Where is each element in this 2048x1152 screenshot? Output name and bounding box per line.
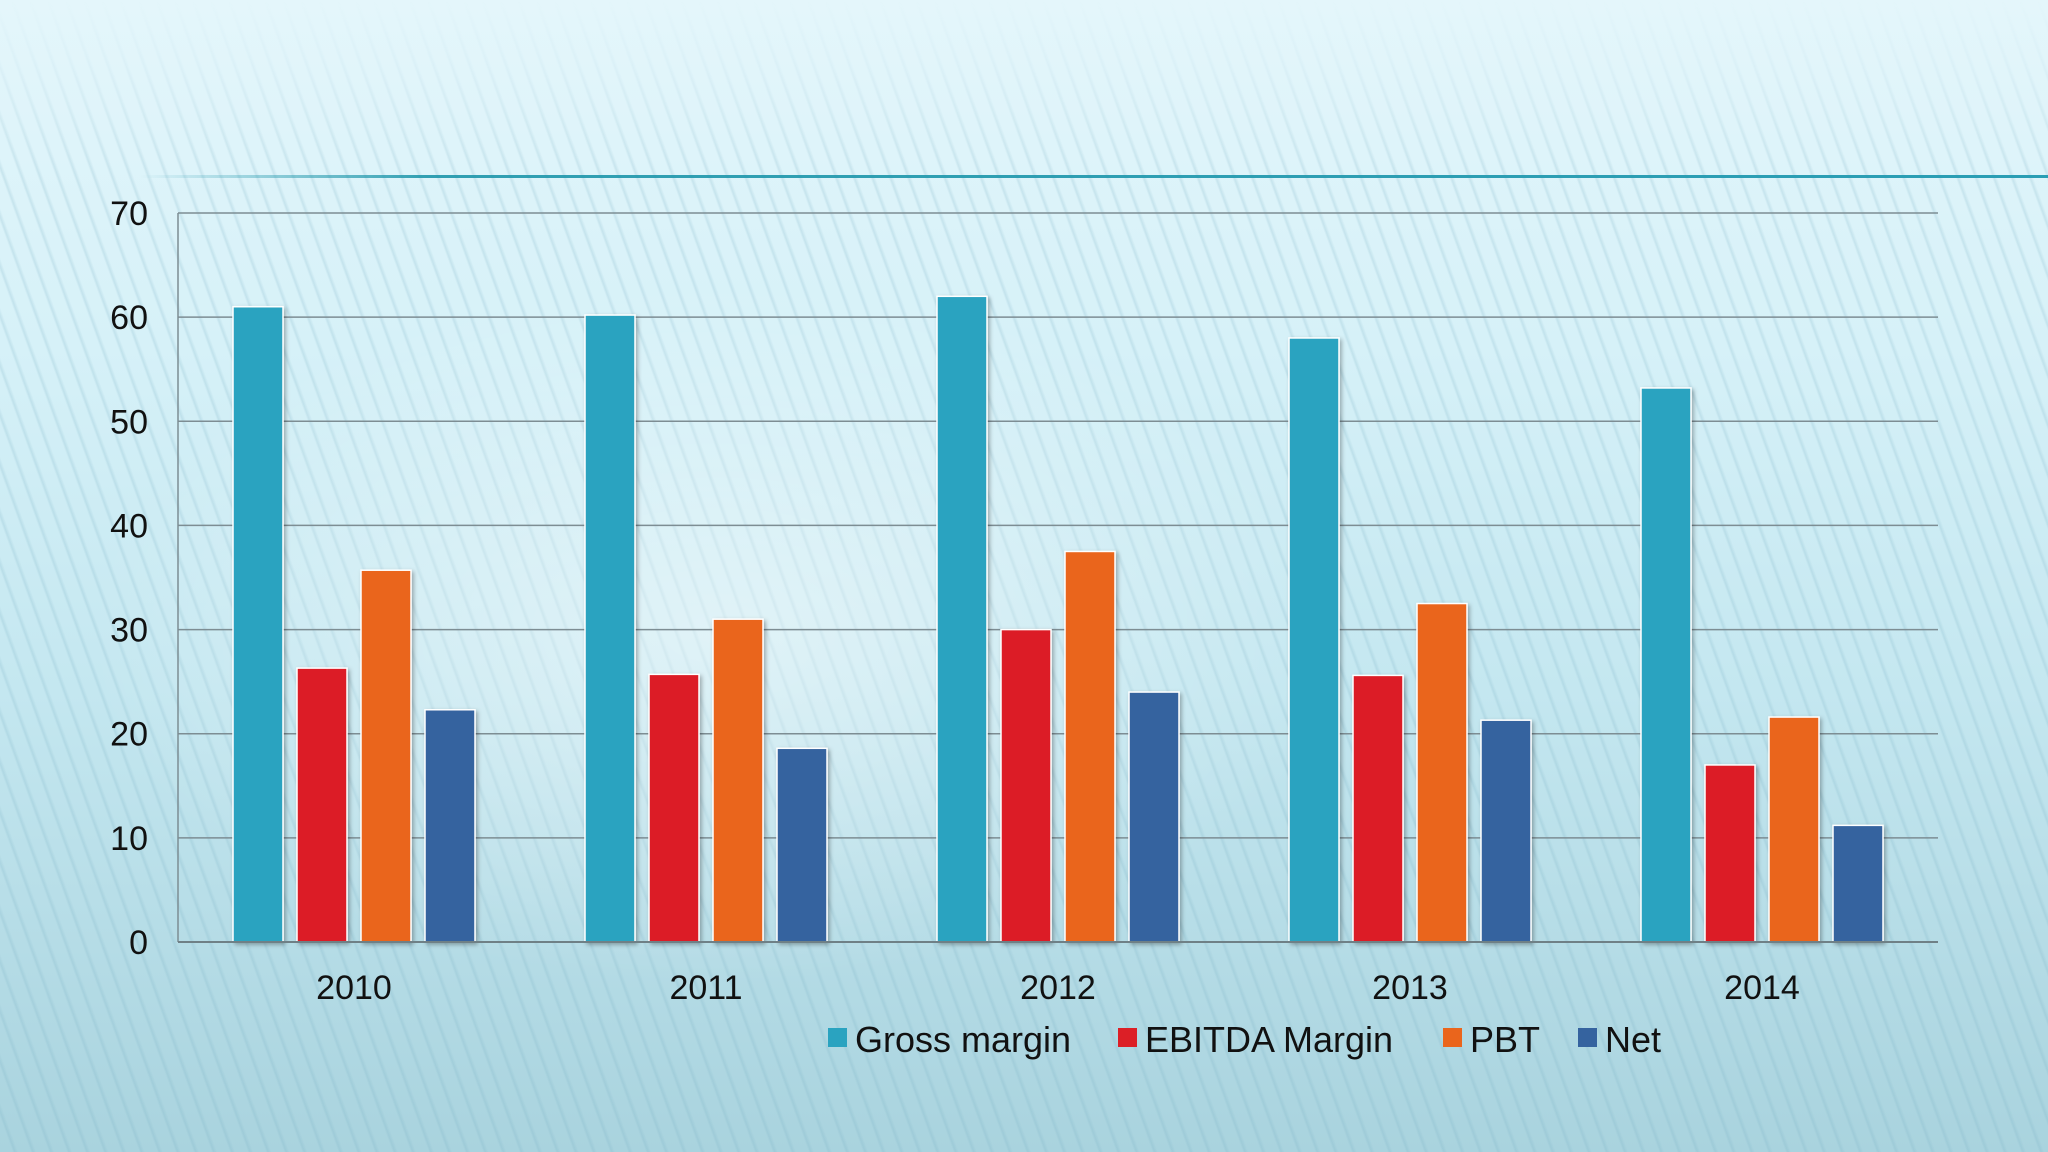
bar-pbt-2010 bbox=[360, 569, 412, 943]
x-tick-label: 2010 bbox=[316, 969, 392, 1007]
legend-label-ebitda-margin: EBITDA Margin bbox=[1145, 1019, 1393, 1060]
bar-pbt-2014 bbox=[1768, 716, 1820, 943]
y-tick-label: 70 bbox=[110, 195, 148, 233]
bar-gross-margin-2010 bbox=[232, 305, 284, 943]
bar-gross-margin-2011 bbox=[584, 314, 636, 943]
bar-pbt-2013 bbox=[1416, 602, 1468, 943]
bar-ebitda-margin-2010 bbox=[296, 667, 348, 943]
x-tick-label: 2011 bbox=[669, 969, 742, 1007]
axes: 0 10 20 30 40 50 60 70 2010 2011 2012 2013 2014 bbox=[110, 195, 1938, 1007]
title-divider-line bbox=[140, 175, 2048, 178]
y-tick-label: 0 bbox=[129, 924, 148, 962]
bar-gross-margin-2012 bbox=[936, 295, 988, 943]
legend: Gross margin EBITDA Margin PBT Net bbox=[828, 1019, 1661, 1060]
bar-ebitda-margin-2013 bbox=[1352, 674, 1404, 943]
bar-pbt-2012 bbox=[1064, 550, 1116, 943]
y-tick-label: 40 bbox=[110, 507, 148, 545]
bar-net-2013 bbox=[1480, 719, 1532, 943]
y-tick-label: 50 bbox=[110, 403, 148, 441]
bar-ebitda-margin-2011 bbox=[648, 673, 700, 943]
bar-net-2010 bbox=[424, 709, 476, 943]
y-tick-label: 20 bbox=[110, 716, 148, 754]
legend-label-pbt: PBT bbox=[1470, 1019, 1540, 1060]
bar-gross-margin-2014 bbox=[1640, 387, 1692, 943]
y-tick-label: 30 bbox=[110, 612, 148, 650]
y-tick-label: 60 bbox=[110, 299, 148, 337]
y-tick-label: 10 bbox=[110, 820, 148, 858]
legend-swatch-net bbox=[1578, 1028, 1597, 1047]
legend-label-gross-margin: Gross margin bbox=[855, 1019, 1071, 1060]
bar-pbt-2011 bbox=[712, 618, 764, 943]
bar-net-2011 bbox=[776, 747, 828, 943]
bar-ebitda-margin-2014 bbox=[1704, 764, 1756, 943]
bar-ebitda-margin-2012 bbox=[1000, 628, 1052, 943]
bar-net-2012 bbox=[1128, 691, 1180, 943]
bar-gross-margin-2013 bbox=[1288, 337, 1340, 943]
bars bbox=[232, 295, 1884, 943]
x-tick-label: 2013 bbox=[1372, 969, 1448, 1007]
legend-swatch-gross-margin bbox=[828, 1028, 847, 1047]
bar-net-2014 bbox=[1832, 824, 1884, 943]
x-tick-label: 2012 bbox=[1020, 969, 1096, 1007]
x-tick-label: 2014 bbox=[1724, 969, 1800, 1007]
legend-label-net: Net bbox=[1605, 1019, 1661, 1060]
legend-swatch-pbt bbox=[1443, 1028, 1462, 1047]
legend-swatch-ebitda-margin bbox=[1118, 1028, 1137, 1047]
